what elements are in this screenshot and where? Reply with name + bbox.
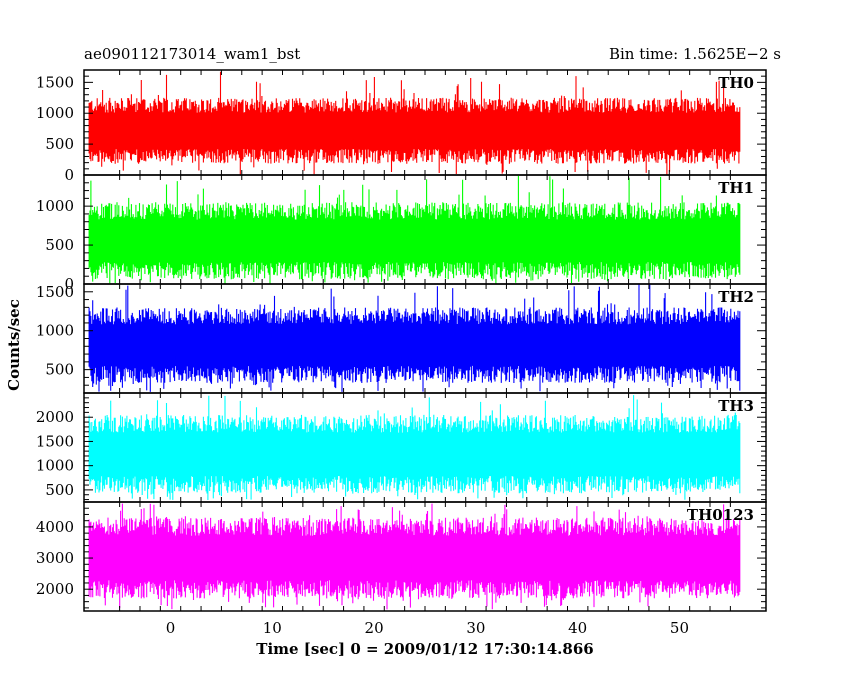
- y-tick-label: 1000: [36, 322, 74, 340]
- y-tick-label: 1500: [36, 73, 74, 91]
- x-tick-label: 20: [365, 619, 384, 637]
- x-tick-label: 10: [263, 619, 282, 637]
- bin-time-label: Bin time: 1.5625E−2 s: [608, 45, 781, 63]
- panel-label-th0: TH0: [718, 74, 754, 92]
- y-tick-label: 1000: [36, 457, 74, 475]
- y-tick-label: 500: [45, 135, 74, 153]
- y-tick-label: 1500: [36, 283, 74, 301]
- y-tick-label: 1500: [36, 432, 74, 450]
- y-tick-label: 2000: [36, 408, 74, 426]
- y-tick-label: 2000: [36, 580, 74, 598]
- panel-label-th1: TH1: [718, 179, 754, 197]
- x-axis-label: Time [sec] 0 = 2009/01/12 17:30:14.866: [256, 640, 594, 658]
- x-tick-label: 30: [466, 619, 485, 637]
- y-tick-label: 3000: [36, 549, 74, 567]
- x-tick-label: 0: [166, 619, 176, 637]
- panel-label-th0123: TH0123: [687, 506, 754, 524]
- y-tick-label: 500: [45, 481, 74, 499]
- x-tick-label: 50: [670, 619, 689, 637]
- y-tick-label: 1000: [36, 104, 74, 122]
- y-tick-label: 0: [64, 166, 74, 184]
- series-th3: [88, 395, 741, 500]
- series-th2: [88, 284, 741, 392]
- series-th0: [88, 71, 741, 175]
- panel-label-th2: TH2: [718, 288, 754, 306]
- x-tick-label: 40: [568, 619, 587, 637]
- y-tick-label: 4000: [36, 518, 74, 536]
- y-axis-label: Counts/sec: [5, 299, 23, 391]
- y-tick-label: 500: [45, 361, 74, 379]
- series-th0123: [88, 503, 741, 610]
- panel-label-th3: TH3: [718, 397, 754, 415]
- y-tick-label: 500: [45, 236, 74, 254]
- y-tick-label: 0: [64, 275, 74, 293]
- chart-title: ae090112173014_wam1_bst: [84, 45, 301, 63]
- series-th1: [88, 175, 741, 284]
- y-tick-label: 1000: [36, 197, 74, 215]
